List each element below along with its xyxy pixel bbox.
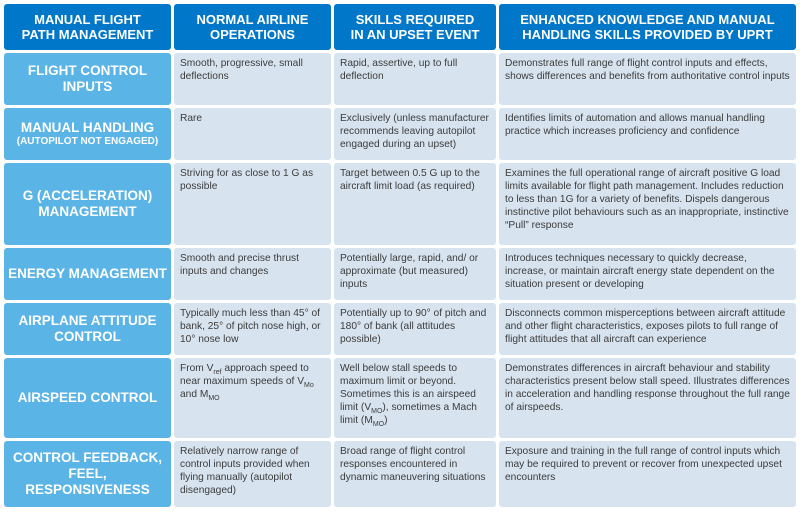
header-uprt-skills: ENHANCED KNOWLEDGE AND MANUAL HANDLING SK… (499, 4, 796, 50)
row-head-g-management: G (ACCELERATION) MANAGEMENT (4, 163, 171, 245)
cell-upset-skills: Rapid, assertive, up to full deflection (334, 53, 496, 105)
cell-normal-operations: Striving for as close to 1 G as possible (174, 163, 331, 245)
cell-upset-skills: Exclusively (unless manufacturer recomme… (334, 108, 496, 160)
cell-normal-operations: Smooth and precise thrust inputs and cha… (174, 248, 331, 300)
header-normal-operations: NORMAL AIRLINE OPERATIONS (174, 4, 331, 50)
header-upset-skills: SKILLS REQUIRED IN AN UPSET EVENT (334, 4, 496, 50)
row-head-flight-control-inputs: FLIGHT CONTROL INPUTS (4, 53, 171, 105)
row-head-subtitle: (AUTOPILOT NOT ENGAGED) (16, 136, 159, 147)
cell-uprt-skills: Identifies limits of automation and allo… (499, 108, 796, 160)
cell-upset-skills: Target between 0.5 G up to the aircraft … (334, 163, 496, 245)
row-head-airspeed-control: AIRSPEED CONTROL (4, 358, 171, 438)
cell-normal-operations: Rare (174, 108, 331, 160)
cell-upset-skills: Broad range of flight control responses … (334, 441, 496, 507)
cell-uprt-skills: Demonstrates full range of flight contro… (499, 53, 796, 105)
cell-normal-operations: Smooth, progressive, small deflections (174, 53, 331, 105)
cell-normal-operations: Relatively narrow range of control input… (174, 441, 331, 507)
row-head-control-feedback: CONTROL FEEDBACK, FEEL, RESPONSIVENESS (4, 441, 171, 507)
cell-uprt-skills: Examines the full operational range of a… (499, 163, 796, 245)
header-flight-path-management: MANUAL FLIGHT PATH MANAGEMENT (4, 4, 171, 50)
cell-uprt-skills: Demonstrates differences in aircraft beh… (499, 358, 796, 438)
row-head-manual-handling: MANUAL HANDLING (AUTOPILOT NOT ENGAGED) (4, 108, 171, 160)
cell-upset-skills: Potentially up to 90° of pitch and 180° … (334, 303, 496, 355)
cell-upset-skills: Well below stall speeds to maximum limit… (334, 358, 496, 438)
cell-normal-operations: Typically much less than 45° of bank, 25… (174, 303, 331, 355)
cell-uprt-skills: Disconnects common misperceptions betwee… (499, 303, 796, 355)
cell-uprt-skills: Exposure and training in the full range … (499, 441, 796, 507)
row-head-energy-management: ENERGY MANAGEMENT (4, 248, 171, 300)
cell-upset-skills: Potentially large, rapid, and/ or approx… (334, 248, 496, 300)
cell-uprt-skills: Introduces techniques necessary to quick… (499, 248, 796, 300)
row-head-attitude-control: AIRPLANE ATTITUDE CONTROL (4, 303, 171, 355)
cell-normal-operations: From Vref approach speed to near maximum… (174, 358, 331, 438)
uprt-comparison-table: MANUAL FLIGHT PATH MANAGEMENT NORMAL AIRL… (4, 4, 796, 508)
